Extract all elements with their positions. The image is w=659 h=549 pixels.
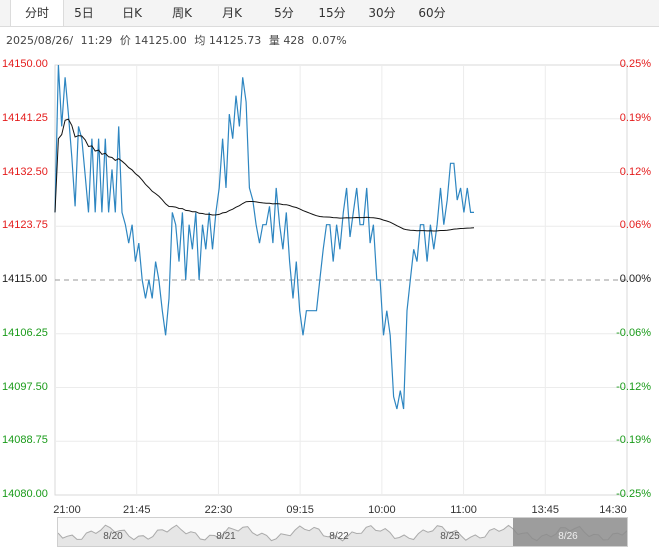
y-tick-left: 14150.00 <box>2 58 48 70</box>
y-tick-left: 14123.75 <box>2 219 48 232</box>
tab-8[interactable]: 60分 <box>418 6 446 20</box>
tab-0[interactable]: 分时 <box>10 0 64 26</box>
tab-5[interactable]: 5分 <box>274 6 294 20</box>
vol-label: 量 <box>268 34 280 47</box>
quote-date: 2025/08/26/ <box>6 34 74 47</box>
y-tick-right: 0.00% <box>619 273 651 285</box>
change-value: 0.07% <box>311 34 347 47</box>
x-tick: 13:45 <box>531 504 560 516</box>
price-value: 14125.00 <box>134 34 187 47</box>
x-tick: 21:45 <box>122 504 151 516</box>
tab-3[interactable]: 周K <box>172 6 192 20</box>
y-tick-left: 14080.00 <box>2 488 48 500</box>
price-series-line <box>54 64 474 410</box>
avg-label: 均 <box>194 34 206 47</box>
y-tick-right: 0.06% <box>619 219 651 232</box>
navigator-date-label: 8/25 <box>440 531 460 542</box>
navigator-area <box>58 525 627 546</box>
avg-value: 14125.73 <box>208 34 262 47</box>
tab-1[interactable]: 5日 <box>74 6 94 20</box>
x-tick: 10:00 <box>368 504 396 516</box>
y-tick-right: 0.12% <box>619 165 651 178</box>
time-navigator[interactable]: 8/20 8/21 8/22 8/25 8/26 <box>57 517 628 547</box>
x-tick: 11:00 <box>450 504 477 516</box>
navigator-date-label: 8/26 <box>558 531 578 542</box>
y-tick-right: 0.19% <box>619 111 651 124</box>
navigator-date-label: 8/20 <box>103 531 123 542</box>
y-tick-left: 14141.25 <box>2 111 48 124</box>
y-tick-left: 14097.50 <box>2 380 48 393</box>
navigator-date-label: 8/22 <box>329 531 349 542</box>
quote-time: 11:29 <box>80 34 113 47</box>
quote-info-line: 2025/08/26/ 11:29 价 14125.00 均 14125.73 … <box>6 32 347 48</box>
y-tick-right: -0.12% <box>616 380 651 393</box>
tab-6[interactable]: 15分 <box>318 6 346 20</box>
x-tick: 14:30 <box>599 504 627 516</box>
period-tab-bar: 分时 5日 日K 周K 月K 5分 15分 30分 60分 <box>0 0 659 27</box>
tab-4[interactable]: 月K <box>222 6 242 20</box>
y-tick-right: 0.25% <box>619 58 651 70</box>
navigator-window-handle[interactable] <box>513 518 627 546</box>
y-tick-left: 14088.75 <box>2 434 48 447</box>
y-tick-right: -0.19% <box>616 434 651 447</box>
navigator-date-label: 8/21 <box>216 531 236 542</box>
x-tick: 09:15 <box>286 504 314 516</box>
y-tick-left: 14115.00 <box>2 273 48 285</box>
price-label: 价 <box>119 34 131 47</box>
x-tick: 21:00 <box>53 504 81 516</box>
average-series-line <box>54 118 475 232</box>
y-tick-left: 14132.50 <box>2 165 48 178</box>
tab-2[interactable]: 日K <box>122 6 142 20</box>
vol-value: 428 <box>283 34 305 47</box>
y-tick-right: -0.25% <box>616 488 651 500</box>
y-tick-right: -0.06% <box>616 326 651 339</box>
x-tick: 22:30 <box>204 504 233 516</box>
y-tick-left: 14106.25 <box>2 326 48 339</box>
tab-7[interactable]: 30分 <box>368 6 396 20</box>
